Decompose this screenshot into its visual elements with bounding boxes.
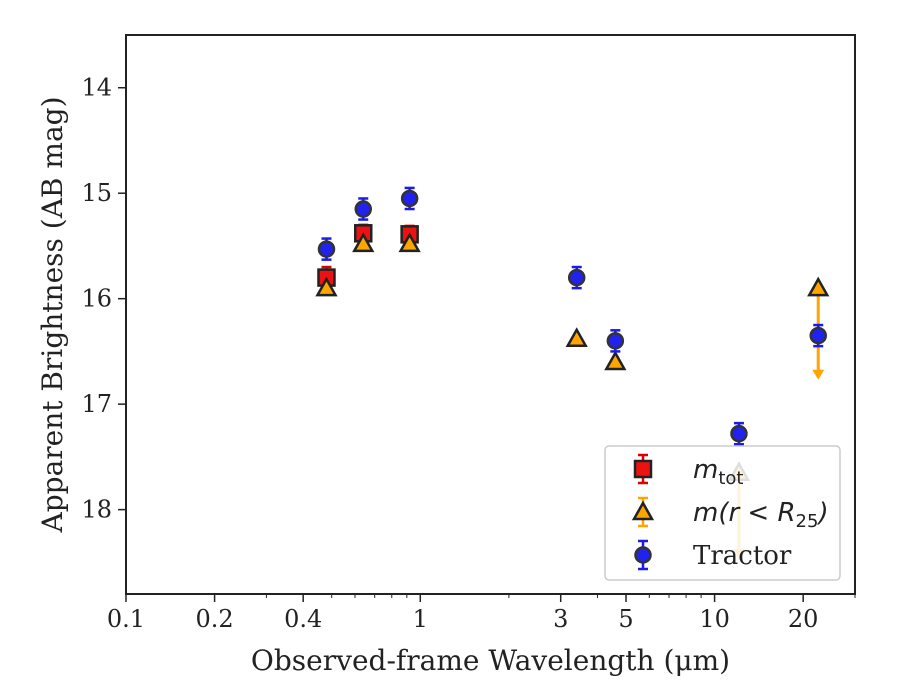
- legend-box: [604, 445, 841, 581]
- upper-limit-arrow: [812, 369, 825, 380]
- data-point-triangle: [398, 232, 421, 253]
- legend-marker-triangle: [631, 500, 655, 521]
- x-tick-label: 3: [553, 605, 568, 633]
- series-circle: [317, 186, 827, 446]
- x-tick-label: 0.4: [284, 605, 322, 633]
- x-tick-label: 0.2: [196, 605, 234, 633]
- data-point-triangle: [315, 276, 338, 297]
- y-tick-label: 18: [81, 496, 112, 524]
- data-point-circle: [400, 189, 419, 208]
- legend-label: mtot: [693, 455, 743, 489]
- data-point-circle: [354, 200, 373, 218]
- data-point-triangle: [604, 350, 627, 371]
- y-tick-label: 15: [81, 179, 112, 207]
- x-axis-ticks: 0.1 0.2 0.4 1 3 5 10 20: [107, 594, 856, 633]
- y-tick-label: 16: [81, 285, 112, 313]
- y-axis-label: Apparent Brightness (AB mag): [36, 97, 69, 534]
- data-point-circle: [567, 268, 586, 287]
- legend-label: m(r < R25): [693, 498, 829, 532]
- plot-frame: [125, 34, 856, 595]
- legend: mtot m(r < R25) Tractor: [604, 445, 841, 581]
- y-axis-ticks: 14 15 16 17 18: [81, 74, 126, 524]
- y-tick-label: 17: [81, 390, 112, 418]
- series-square: [317, 223, 419, 290]
- data-point-triangle: [352, 232, 375, 253]
- x-tick-label: 0.1: [107, 605, 145, 633]
- x-tick-label: 10: [699, 605, 730, 633]
- data-point-circle: [730, 424, 748, 443]
- x-tick-label: 20: [788, 605, 819, 633]
- data-point-circle: [317, 240, 336, 258]
- legend-marker-square: [633, 459, 653, 479]
- x-axis-label: Observed-frame Wavelength (μm): [251, 644, 730, 677]
- x-tick-label: 5: [618, 605, 633, 633]
- legend-label: Tractor: [693, 541, 792, 571]
- data-point-triangle: [807, 276, 830, 297]
- data-point-circle: [809, 326, 827, 345]
- data-point-circle: [606, 332, 625, 350]
- data-point-triangle: [565, 327, 588, 348]
- legend-marker-circle: [634, 546, 652, 564]
- y-tick-label: 14: [81, 74, 112, 102]
- x-tick-label: 1: [413, 605, 428, 633]
